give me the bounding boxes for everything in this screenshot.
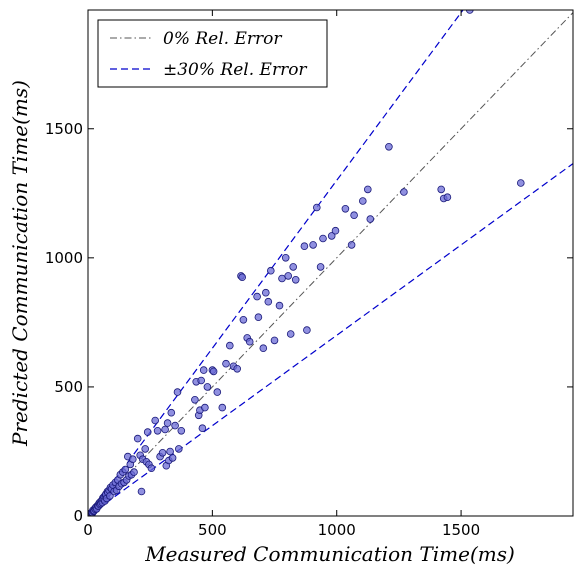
data-point bbox=[331, 226, 340, 235]
data-point bbox=[264, 297, 273, 306]
y-axis-label: Predicted Communication Time(ms) bbox=[8, 80, 32, 447]
data-point bbox=[153, 426, 162, 435]
data-point bbox=[366, 215, 375, 223]
data-point bbox=[233, 364, 242, 373]
data-point bbox=[141, 445, 150, 453]
data-point bbox=[466, 10, 474, 14]
data-point bbox=[209, 367, 218, 376]
data-point bbox=[516, 179, 525, 187]
data-point bbox=[303, 326, 311, 334]
data-point bbox=[319, 234, 327, 243]
data-point bbox=[130, 468, 138, 476]
data-point bbox=[147, 464, 156, 473]
axis-ticks: 0 500 1000 1500 0 500 1000 1500 bbox=[45, 10, 573, 539]
data-point bbox=[284, 272, 293, 280]
legend-label-30pct: ±30% Rel. Error bbox=[163, 60, 307, 80]
data-point bbox=[316, 263, 325, 271]
data-point bbox=[245, 337, 254, 346]
data-point bbox=[443, 193, 452, 202]
x-tick-label: 0 bbox=[83, 521, 93, 539]
zero-error-line bbox=[88, 12, 573, 516]
y-tick-label: 1000 bbox=[45, 249, 83, 267]
data-point bbox=[350, 211, 358, 220]
plot-frame bbox=[87, 9, 574, 517]
x-tick-label: 1500 bbox=[442, 521, 480, 539]
data-point bbox=[199, 366, 208, 374]
y-tick-label: 1500 bbox=[45, 120, 83, 138]
data-point bbox=[358, 197, 367, 205]
data-point bbox=[385, 143, 393, 151]
data-point bbox=[327, 232, 336, 240]
legend-label-0pct: 0% Rel. Error bbox=[163, 29, 282, 49]
data-point bbox=[363, 185, 372, 194]
data-point bbox=[173, 388, 182, 396]
data-point bbox=[400, 188, 408, 196]
data-point bbox=[281, 253, 290, 262]
y-tick-label: 500 bbox=[54, 378, 83, 396]
data-point bbox=[201, 403, 209, 412]
data-point bbox=[437, 185, 446, 194]
data-point bbox=[175, 445, 183, 453]
data-point bbox=[167, 408, 176, 417]
data-point bbox=[312, 203, 321, 212]
data-point bbox=[286, 330, 295, 338]
data-point bbox=[226, 341, 234, 350]
data-point bbox=[121, 465, 130, 474]
data-point bbox=[218, 403, 227, 412]
data-point bbox=[198, 424, 207, 433]
data-point bbox=[253, 292, 261, 301]
data-point bbox=[254, 313, 263, 322]
data-point bbox=[266, 266, 275, 275]
minus-30pct-error-line bbox=[88, 163, 573, 516]
data-point bbox=[166, 447, 174, 456]
data-point bbox=[137, 487, 146, 496]
data-point bbox=[177, 426, 186, 435]
data-point bbox=[129, 455, 137, 464]
x-tick-label: 500 bbox=[198, 521, 227, 539]
data-point bbox=[191, 395, 199, 404]
legend: 0% Rel. Error ±30% Rel. Error bbox=[97, 19, 328, 88]
data-point bbox=[203, 383, 212, 391]
data-point bbox=[163, 419, 172, 427]
plus-30pct-error-line bbox=[88, 10, 464, 516]
data-point bbox=[161, 425, 169, 434]
data-point bbox=[270, 336, 279, 345]
data-point bbox=[238, 273, 247, 282]
data-point bbox=[239, 315, 248, 324]
data-point bbox=[275, 301, 284, 310]
x-tick-label: 1000 bbox=[318, 521, 356, 539]
data-point bbox=[341, 205, 350, 213]
data-point bbox=[151, 416, 160, 425]
data-point bbox=[197, 376, 206, 385]
data-point bbox=[300, 242, 309, 251]
data-point bbox=[133, 434, 142, 443]
scatter-points bbox=[88, 10, 525, 516]
legend-box bbox=[97, 19, 328, 88]
data-point bbox=[158, 448, 167, 457]
data-point bbox=[309, 241, 317, 249]
data-point bbox=[289, 263, 298, 271]
data-point bbox=[291, 275, 300, 284]
data-point bbox=[261, 288, 270, 297]
data-point bbox=[222, 359, 230, 368]
data-point bbox=[168, 454, 177, 462]
data-point bbox=[213, 388, 222, 396]
data-point bbox=[278, 274, 286, 283]
data-point bbox=[143, 428, 152, 436]
data-point bbox=[171, 421, 179, 430]
data-point bbox=[347, 241, 356, 249]
data-point bbox=[259, 344, 268, 353]
x-axis-label: Measured Communication Time(ms) bbox=[144, 542, 515, 566]
y-tick-label: 0 bbox=[73, 507, 83, 525]
